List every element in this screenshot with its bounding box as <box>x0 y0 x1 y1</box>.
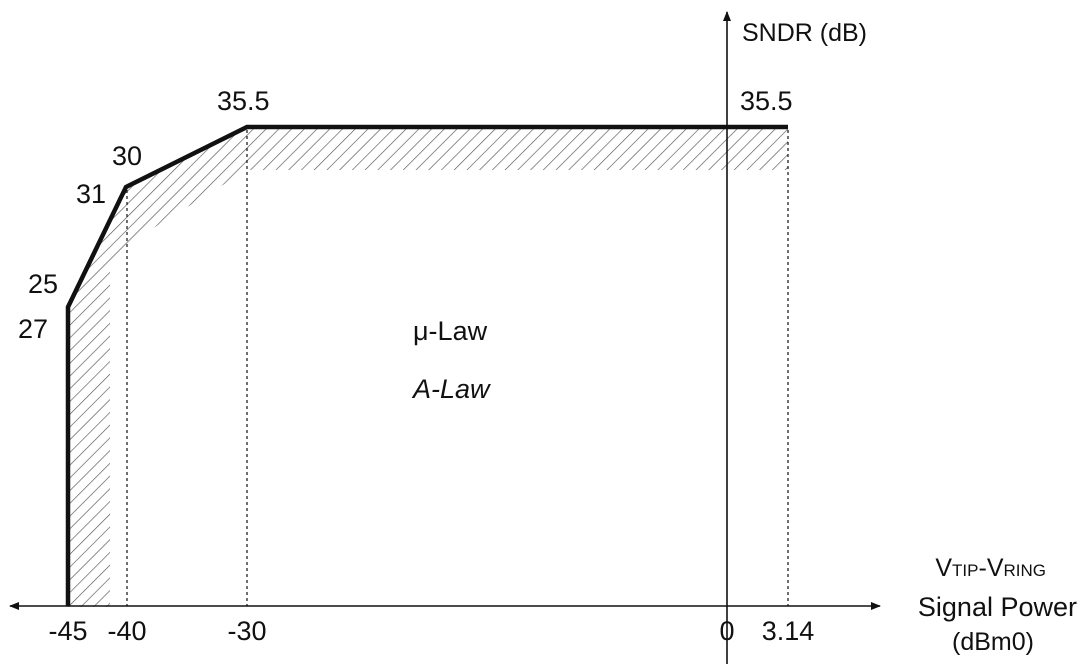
x-tick-label: 0 <box>719 616 734 646</box>
y-axis-label: SNDR (dB) <box>742 19 867 47</box>
hatched-region <box>68 127 788 607</box>
x-tick-label: -45 <box>48 616 87 646</box>
x-axis-symbol: VTIP-VRING <box>935 554 1046 582</box>
data-label-a-law: 31 <box>76 179 106 209</box>
data-label-mu-law: 35.5 <box>217 86 270 116</box>
sndr-curve <box>65 124 788 606</box>
x-tick-label: 3.14 <box>762 616 815 646</box>
legend-mu-law: μ-Law <box>413 316 488 346</box>
data-label-mu-law: 35.5 <box>740 86 793 116</box>
x-axis-label-line2: (dBm0) <box>952 628 1034 656</box>
data-label-mu-law: 30 <box>112 141 142 171</box>
x-axis-label-line1: Signal Power <box>918 592 1077 622</box>
x-tick-label: -40 <box>107 616 146 646</box>
data-label-mu-law: 25 <box>28 269 58 299</box>
x-tick-label: -30 <box>227 616 266 646</box>
legend-a-law: A-Law <box>411 374 491 404</box>
data-label-a-law: 27 <box>18 314 48 344</box>
